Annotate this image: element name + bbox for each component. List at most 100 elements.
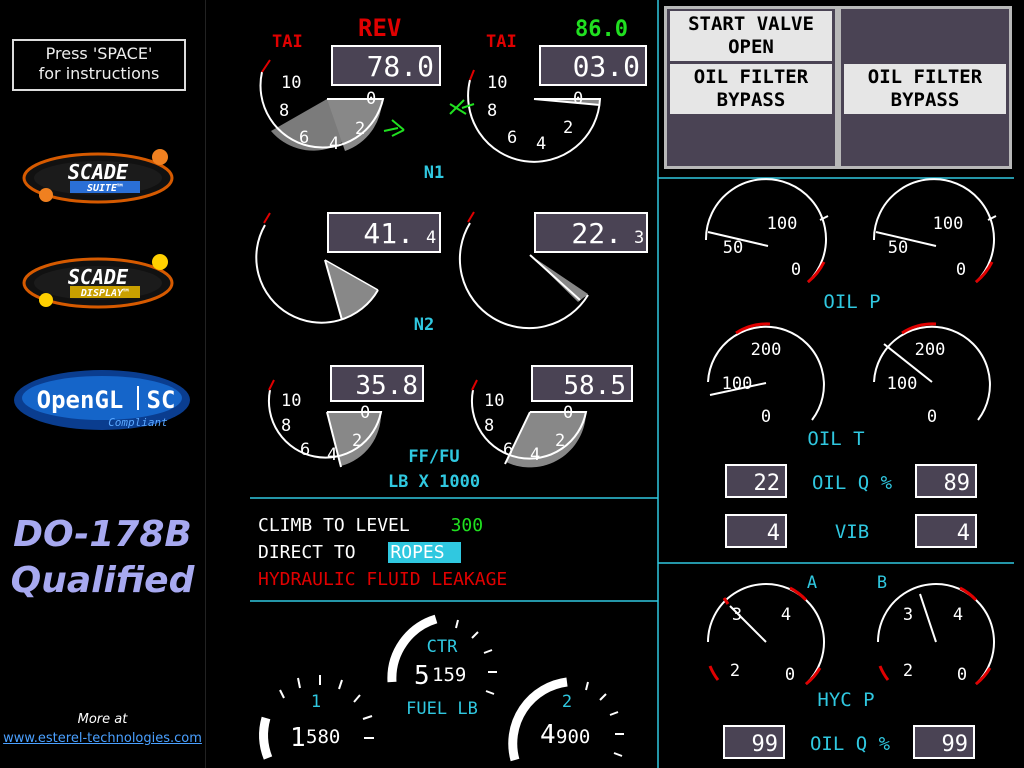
oil-p-left-gauge: 100 50 0 [704, 178, 829, 284]
n1-right-scale-8: 8 [487, 101, 497, 121]
compliant-text: Compliant [108, 416, 168, 429]
n2-right-readout: 22. [571, 217, 622, 250]
vib-right-readout: 4 [957, 521, 970, 546]
instructions-line-1: Press 'SPACE' [45, 44, 153, 63]
scade-suite-logo: SCADE SUITE™ [22, 149, 174, 204]
n1-left-scale-6: 6 [299, 128, 309, 148]
ff-right-gauge: 58.5 10 8 6 4 2 0 [470, 365, 633, 468]
n2-right-readout-decimal: 3 [634, 228, 644, 248]
oil-p-label: OIL P [823, 291, 880, 313]
hyd-a-scale-2: 2 [730, 661, 740, 681]
fuel-tank-1-value-big: 1 [290, 723, 306, 753]
fuel-ctr-value-big: 5 [414, 661, 430, 691]
hyd-b-scale-3: 3 [903, 605, 913, 625]
n2-right-gauge: 22. 3 [458, 211, 648, 330]
vib-left-readout: 4 [767, 521, 780, 546]
n1-right-tai: TAI [486, 32, 517, 52]
hyd-b-scale-2: 2 [903, 661, 913, 681]
ff-right-scale-2: 2 [555, 431, 565, 451]
n2-left-gauge: 41. 4 [255, 212, 441, 324]
hyd-a-scale-3: 3 [732, 605, 742, 625]
opengl-sc-logo: OpenGL SC Compliant [14, 370, 190, 430]
ff-right-scale-8: 8 [484, 416, 494, 436]
fuel-tank-1-gauge: 1 1 580 [259, 675, 374, 760]
n1-right-gauge: TAI 86.0 03.0 10 8 6 4 2 0 [449, 17, 647, 163]
hyd-p-label: HYC P [817, 689, 874, 711]
n1-label: N1 [424, 163, 444, 183]
hyd-b-gauge: 3 4 2 0 [877, 583, 995, 686]
n1-right-scale-6: 6 [507, 128, 517, 148]
climb-value: 300 [450, 515, 484, 536]
oil-t-left-scale-0: 0 [761, 407, 771, 427]
sc-text: SC [147, 386, 176, 414]
hyd-a-scale-0: 0 [785, 665, 795, 685]
ff-right-scale-4: 4 [530, 445, 540, 465]
n1-left-tai: TAI [272, 32, 303, 52]
oil-q-left-readout: 22 [754, 471, 781, 496]
fuel-tank-1-value-small: 580 [306, 726, 340, 748]
fuel-ctr-value-small: 159 [432, 664, 466, 686]
hyd-a-gauge: 3 4 2 0 [707, 583, 825, 686]
n2-left-readout-decimal: 4 [426, 228, 436, 248]
qualification-line-1: DO-178B [13, 514, 192, 555]
oil-p-right-gauge: 100 50 0 [872, 178, 997, 284]
fuel-tank-1-label: 1 [311, 692, 321, 712]
oil-p-left-scale-0: 0 [791, 260, 801, 280]
n1-left-scale-0: 0 [366, 89, 376, 109]
n1-right-status: 86.0 [575, 17, 628, 42]
direct-to-waypoint[interactable]: ROPES [388, 542, 461, 563]
n1-left-scale-2: 2 [355, 119, 365, 139]
ff-right-scale-10: 10 [484, 391, 504, 411]
ff-left-scale-0: 0 [360, 403, 370, 423]
website-link[interactable]: www.esterel-technologies.com [3, 731, 202, 746]
hyd-a-label: A [807, 573, 817, 593]
more-at-label: More at [77, 712, 128, 727]
climb-label: CLIMB TO LEVEL [258, 515, 410, 536]
hydraulic-warning: HYDRAULIC FLUID LEAKAGE [258, 569, 508, 590]
instructions-box[interactable]: Press 'SPACE' for instructions [12, 39, 186, 91]
ff-left-scale-4: 4 [327, 445, 337, 465]
oil-q-right-readout: 89 [944, 471, 971, 496]
oil-t-right-scale-200: 200 [915, 340, 946, 360]
fuel-tank-2-value-small: 900 [556, 726, 590, 748]
start-valve-annunciator[interactable]: START VALVE OPEN [670, 11, 832, 61]
oil-filter-bypass-right-annunciator[interactable]: OIL FILTER BYPASS [844, 64, 1006, 114]
ff-left-scale-10: 10 [281, 391, 301, 411]
oil-filter-bypass-left-annunciator[interactable]: OIL FILTER BYPASS [670, 64, 832, 114]
fuel-tank-2-label: 2 [562, 692, 572, 712]
n1-right-scale-10: 10 [487, 73, 507, 93]
oil-p-left-scale-100: 100 [767, 214, 798, 234]
ff-right-scale-0: 0 [563, 403, 573, 423]
n1-left-scale-8: 8 [279, 101, 289, 121]
ff-label: FF/FU [408, 447, 459, 467]
ff-left-gauge: 35.8 10 8 6 4 2 0 [267, 365, 424, 468]
direct-to-label: DIRECT TO [258, 542, 356, 563]
message-area: CLIMB TO LEVEL 300 DIRECT TO ROPES HYDRA… [258, 512, 507, 593]
n2-label: N2 [414, 315, 434, 335]
scade-display-text: SCADE [68, 265, 129, 289]
oil-p-right-scale-100: 100 [933, 214, 964, 234]
oil-t-right-scale-0: 0 [927, 407, 937, 427]
n1-left-gauge: TAI REV 78.0 10 8 6 4 2 0 [259, 14, 441, 154]
ff-left-scale-6: 6 [300, 440, 310, 460]
oil-t-right-scale-100: 100 [887, 374, 918, 394]
ff-right-scale-6: 6 [503, 440, 513, 460]
hyd-b-scale-4: 4 [953, 605, 963, 625]
scade-display-logo: SCADE DISPLAY™ [22, 254, 174, 309]
hyd-a-scale-4: 4 [781, 605, 791, 625]
n1-right-scale-0: 0 [573, 89, 583, 109]
instructions-line-2: for instructions [38, 64, 160, 83]
oil-t-left-scale-200: 200 [751, 340, 782, 360]
oil-t-left-gauge: 200 100 0 [707, 322, 825, 427]
n1-right-scale-2: 2 [563, 118, 573, 138]
hyd-oil-q-label: OIL Q % [810, 733, 891, 755]
hyd-oil-q-left-readout: 99 [752, 732, 779, 757]
hyd-b-scale-0: 0 [957, 665, 967, 685]
vib-label: VIB [835, 521, 869, 543]
n1-left-scale-4: 4 [329, 134, 339, 154]
scade-suite-subtext: SUITE™ [87, 183, 123, 194]
fuel-tank-2-value-big: 4 [540, 720, 556, 750]
opengl-text: OpenGL [37, 386, 124, 414]
ff-left-readout: 35.8 [355, 371, 418, 401]
